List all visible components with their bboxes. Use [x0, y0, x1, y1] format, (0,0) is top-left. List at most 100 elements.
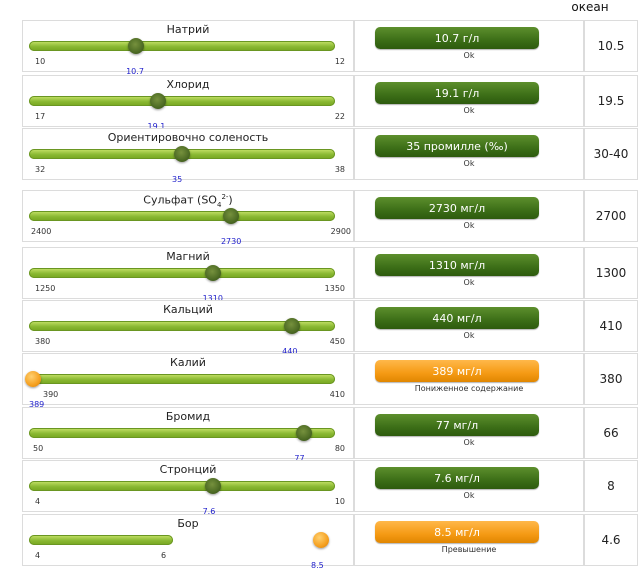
- ocean-value: 66: [584, 407, 638, 459]
- status-text: Пониженное содержание: [414, 384, 524, 393]
- parameter-label: Сульфат (SO42-): [23, 193, 353, 209]
- slider-thumb[interactable]: [284, 318, 301, 334]
- slider-track[interactable]: [29, 211, 335, 221]
- status-text: Ok: [463, 106, 475, 115]
- parameter-label: Магний: [166, 250, 210, 263]
- parameter-row: Стронций 4 10 7.6 7.6 мг/л Ok 8: [22, 460, 638, 516]
- reading-badge[interactable]: 440 мг/л: [375, 307, 539, 329]
- parameter-row: Хлорид 17 22 19.1 19.1 г/л Ok 19.5: [22, 75, 638, 131]
- reading-cell: 389 мг/л Пониженное содержание: [354, 353, 584, 405]
- slider-min-value: 380: [35, 337, 51, 346]
- slider-cell: Хлорид 17 22 19.1: [22, 75, 354, 131]
- reading-badge[interactable]: 2730 мг/л: [375, 197, 539, 219]
- parameter-label: Хлорид: [166, 78, 210, 91]
- status-text: Ok: [463, 159, 475, 168]
- reading-badge[interactable]: 389 мг/л: [375, 360, 539, 382]
- slider-current-value: 77: [294, 454, 305, 463]
- ocean-value: 380: [584, 353, 638, 405]
- ocean-value: 4.6: [584, 514, 638, 566]
- slider-thumb[interactable]: [313, 532, 329, 548]
- slider-cell: Натрий 10 12 10.7: [22, 20, 354, 76]
- parameter-row: Бромид 50 80 77 77 мг/л Ok 66: [22, 407, 638, 463]
- slider-max-value: 6: [161, 551, 167, 560]
- slider-cell: Кальций 380 450 440: [22, 300, 354, 356]
- reading-cell: 1310 мг/л Ok: [354, 247, 584, 299]
- ocean-value: 19.5: [584, 75, 638, 127]
- status-text: Ok: [463, 221, 475, 230]
- slider-thumb[interactable]: [296, 425, 313, 441]
- status-text: Ok: [463, 438, 475, 447]
- slider-track[interactable]: [29, 268, 335, 278]
- slider-min-value: 390: [43, 390, 59, 399]
- slider-track[interactable]: [29, 481, 335, 491]
- slider-current-value: 10.7: [126, 67, 144, 76]
- parameter-label: Бромид: [165, 410, 211, 423]
- slider-max-value: 410: [329, 390, 345, 399]
- slider-cell: Калий 390 410 389: [22, 353, 354, 409]
- parameter-row: Бор 4 6 8.5 8.5 мг/л Превышение 4.6: [22, 514, 638, 570]
- slider-max-value: 1350: [324, 284, 345, 293]
- slider-cell: Стронций 4 10 7.6: [22, 460, 354, 516]
- parameter-row: Сульфат (SO42-) 2400 2900 2730 2730 мг/л Ok 27…: [22, 190, 638, 246]
- slider-thumb[interactable]: [204, 265, 221, 281]
- parameter-label: Стронций: [159, 463, 217, 476]
- reading-badge[interactable]: 8.5 мг/л: [375, 521, 539, 543]
- slider-min-value: 1250: [35, 284, 56, 293]
- parameter-row: Ориентировочно соленость 32 38 35 35 промилл…: [22, 128, 638, 184]
- slider-track[interactable]: [29, 96, 335, 106]
- slider-min-value: 50: [33, 444, 44, 453]
- parameter-label: Бор: [177, 517, 199, 530]
- parameter-label: Ориентировочно соленость: [107, 131, 269, 144]
- slider-track[interactable]: [29, 374, 335, 384]
- slider-current-value: 7.6: [202, 507, 216, 516]
- slider-current-value: 35: [172, 175, 183, 184]
- slider-current-value: 8.5: [311, 561, 324, 570]
- parameter-row: Натрий 10 12 10.7 10.7 г/л Ok 10.5: [22, 20, 638, 76]
- slider-thumb[interactable]: [149, 93, 166, 109]
- reading-cell: 35 промилле (‰) Ok: [354, 128, 584, 180]
- slider-thumb[interactable]: [222, 208, 239, 224]
- slider-thumb[interactable]: [25, 371, 41, 387]
- label-suffix: ): [228, 193, 233, 207]
- parameter-row: Калий 390 410 389 389 мг/л Пониженное содержа…: [22, 353, 638, 409]
- ocean-value: 10.5: [584, 20, 638, 72]
- reading-badge[interactable]: 7.6 мг/л: [375, 467, 539, 489]
- reading-badge[interactable]: 10.7 г/л: [375, 27, 539, 49]
- slider-max-value: 12: [334, 57, 345, 66]
- reading-badge[interactable]: 1310 мг/л: [375, 254, 539, 276]
- slider-thumb[interactable]: [174, 146, 190, 162]
- slider-current-value: 2730: [220, 237, 242, 246]
- slider-max-value: 10: [334, 497, 345, 506]
- ocean-value: 410: [584, 300, 638, 352]
- slider-min-value: 32: [35, 165, 46, 174]
- slider-current-value: 389: [29, 400, 45, 409]
- slider-min-value: 4: [35, 551, 41, 560]
- parameter-label: Калий: [170, 356, 206, 369]
- slider-track[interactable]: [29, 41, 335, 51]
- ocean-value: 2700: [584, 190, 638, 242]
- slider-current-value: 19.1: [147, 122, 166, 131]
- slider-thumb[interactable]: [128, 38, 145, 54]
- slider-cell: Магний 1250 1350 1310: [22, 247, 354, 303]
- reading-badge[interactable]: 35 промилле (‰): [375, 135, 539, 157]
- reading-cell: 77 мг/л Ok: [354, 407, 584, 459]
- parameter-row: Магний 1250 1350 1310 1310 мг/л Ok 1300: [22, 247, 638, 303]
- label-prefix: Сульфат (SO: [143, 193, 217, 207]
- reading-cell: 19.1 г/л Ok: [354, 75, 584, 127]
- slider-min-value: 10: [35, 57, 46, 66]
- parameter-label: Кальций: [163, 303, 213, 316]
- status-text: Ok: [463, 51, 475, 60]
- slider-min-value: 4: [35, 497, 41, 506]
- slider-thumb[interactable]: [204, 478, 221, 494]
- reading-badge[interactable]: 77 мг/л: [375, 414, 539, 436]
- parameter-label: Натрий: [166, 23, 210, 36]
- slider-min-value: 17: [35, 112, 46, 121]
- ocean-value: 8: [584, 460, 638, 512]
- reading-cell: 7.6 мг/л Ok: [354, 460, 584, 512]
- slider-track[interactable]: [29, 535, 173, 545]
- reading-badge[interactable]: 19.1 г/л: [375, 82, 539, 104]
- slider-track[interactable]: [29, 321, 335, 331]
- slider-current-value: 1310: [202, 294, 223, 303]
- slider-track[interactable]: [29, 428, 335, 438]
- status-text: Превышение: [441, 545, 497, 554]
